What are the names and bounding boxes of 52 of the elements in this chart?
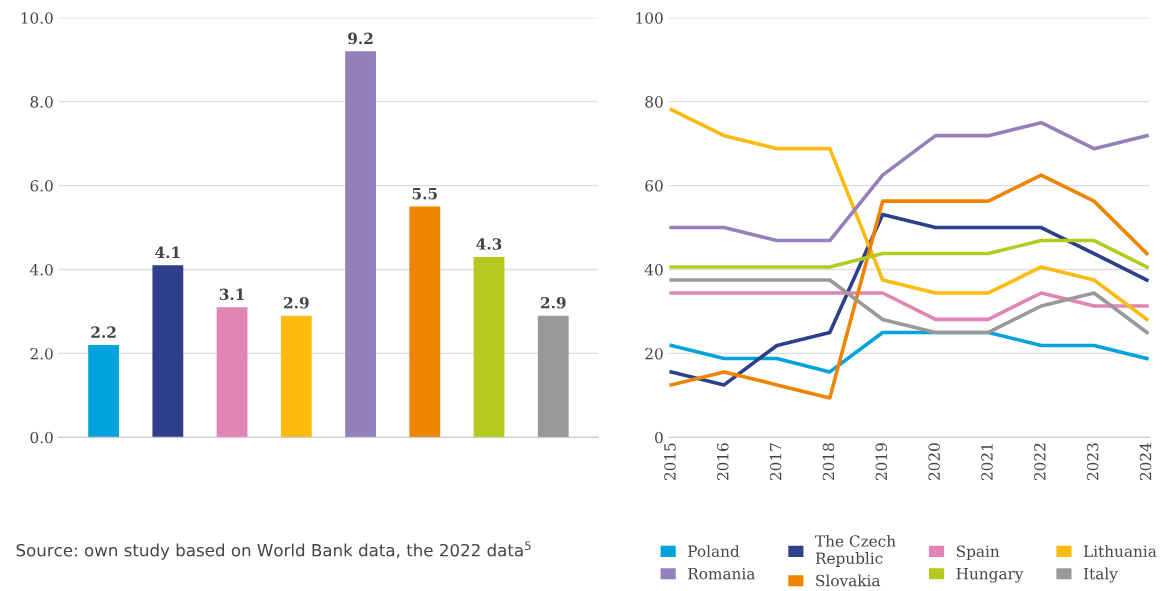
- legend-label: Spain: [956, 545, 1000, 560]
- legend-label: Slovakia: [816, 574, 881, 587]
- y-tick-label: 8.0: [30, 96, 53, 108]
- y-tick-label: 10.0: [21, 12, 53, 24]
- y-tick-label: 2.0: [30, 347, 53, 360]
- data-label: 2.2: [91, 326, 116, 338]
- legend-label: Poland: [688, 545, 740, 557]
- y-tick-label: 80: [645, 96, 663, 108]
- x-tick-label: 2022: [1034, 443, 1046, 481]
- x-tick-label: 2020: [928, 443, 940, 481]
- bar: [216, 307, 248, 438]
- data-label: 2.9: [284, 296, 309, 309]
- data-label: 3.1: [219, 288, 244, 301]
- x-tick-label: 2021: [981, 444, 993, 481]
- bar: [280, 315, 312, 438]
- bar: [345, 51, 376, 438]
- x-tick-label: 2023: [1086, 443, 1099, 481]
- y-tick-label: 20: [645, 347, 663, 360]
- x-tick-label: 2018: [822, 443, 835, 481]
- y-tick-label: 6.0: [30, 180, 53, 192]
- x-tick-label: 2016: [716, 443, 729, 481]
- y-tick-label: 100: [636, 12, 663, 24]
- x-tick-label: 2015: [664, 443, 676, 481]
- data-label: 4.1: [155, 246, 180, 259]
- line-series: [669, 120, 1149, 243]
- data-label: 9.2: [348, 32, 373, 45]
- line-series: [669, 107, 1149, 322]
- bar: [473, 256, 505, 438]
- bar: [409, 206, 441, 438]
- legend-label: Romania: [688, 567, 755, 580]
- x-tick-label: 2019: [875, 443, 888, 481]
- data-label: 5.5: [412, 188, 437, 200]
- bar: [88, 345, 120, 438]
- legend-label: Lithuania: [1083, 545, 1157, 557]
- y-tick-label: 40: [644, 263, 663, 276]
- x-tick-label: 2024: [1139, 442, 1152, 481]
- y-tick-label: 4.0: [29, 263, 53, 276]
- source-note: Source: own study based on World Bank data, the 2022 data$^{5}$: [16, 541, 531, 560]
- line-series: [669, 212, 1149, 387]
- legend-label: The Czech Republic: [815, 535, 896, 567]
- legend-label: Italy: [1083, 567, 1118, 583]
- y-tick-label: 60: [645, 180, 663, 192]
- line-series: [669, 173, 1149, 400]
- x-tick-label: 2017: [769, 443, 782, 481]
- line-series: [669, 278, 1149, 335]
- bar: [152, 265, 184, 438]
- y-tick-label: 0.0: [30, 431, 53, 444]
- bar: [537, 315, 569, 438]
- data-label: 4.3: [476, 238, 502, 250]
- data-label: 2.9: [541, 296, 566, 309]
- y-tick-label: 0: [655, 431, 663, 444]
- legend-label: Hungary: [956, 568, 1024, 583]
